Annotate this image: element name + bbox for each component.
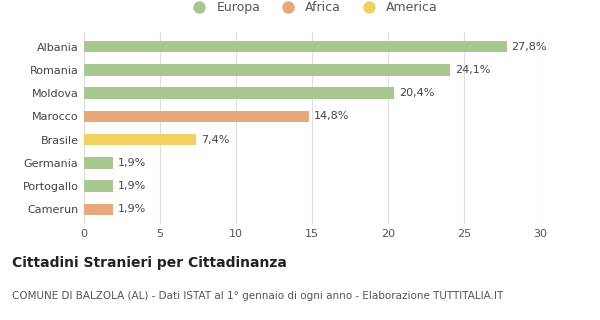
Text: 20,4%: 20,4% <box>398 88 434 98</box>
Bar <box>84 157 113 169</box>
Text: 1,9%: 1,9% <box>118 181 146 191</box>
Bar <box>84 110 309 122</box>
Bar <box>84 204 113 215</box>
Legend: Europa, Africa, America: Europa, Africa, America <box>181 0 443 19</box>
Bar <box>84 87 394 99</box>
Text: 1,9%: 1,9% <box>118 204 146 214</box>
Bar <box>84 41 506 52</box>
Bar <box>84 64 451 76</box>
Text: 1,9%: 1,9% <box>118 158 146 168</box>
Bar <box>84 134 196 146</box>
Text: COMUNE DI BALZOLA (AL) - Dati ISTAT al 1° gennaio di ogni anno - Elaborazione TU: COMUNE DI BALZOLA (AL) - Dati ISTAT al 1… <box>12 291 503 301</box>
Text: 14,8%: 14,8% <box>314 111 349 121</box>
Text: 24,1%: 24,1% <box>455 65 490 75</box>
Text: 27,8%: 27,8% <box>511 42 547 52</box>
Text: 7,4%: 7,4% <box>201 135 229 145</box>
Text: Cittadini Stranieri per Cittadinanza: Cittadini Stranieri per Cittadinanza <box>12 256 287 270</box>
Bar <box>84 180 113 192</box>
